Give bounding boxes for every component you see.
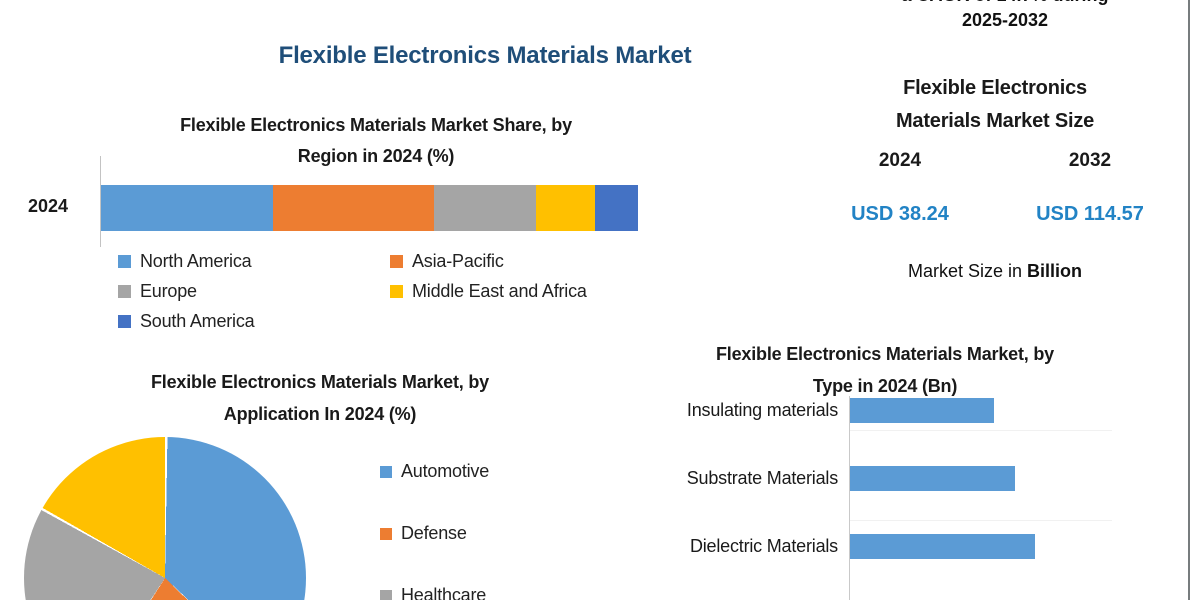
market-size-footnote-bold: Billion: [1027, 261, 1083, 281]
legend-item-north-america: North America: [118, 251, 390, 272]
region-chart-legend: North America Asia-Pacific Europe Middle Ea…: [118, 251, 678, 332]
legend-item-healthcare: Healthcare: [380, 585, 489, 600]
market-size-title-line1: Flexible Electronics: [903, 77, 1087, 99]
type-chart-category-label: Substrate Materials: [686, 468, 838, 488]
bar-segment-south-america: [595, 185, 638, 231]
legend-marker-south-america: [118, 315, 131, 328]
legend-item-asia-pacific: Asia-Pacific: [390, 251, 678, 272]
region-chart-title-line1: Flexible Electronics Materials Market Sh…: [180, 115, 572, 135]
market-size-end-year: 2032: [1068, 150, 1112, 171]
region-stacked-bar: [101, 185, 638, 231]
application-chart-title-line1: Flexible Electronics Materials Market, b…: [151, 372, 489, 392]
legend-label: Asia-Pacific: [412, 251, 504, 271]
legend-marker-healthcare: [380, 589, 392, 600]
type-chart-bar-insulating-materials: [850, 398, 994, 423]
cagr-note-line1: a CAGR of 14.7% during: [840, 0, 1170, 8]
legend-label: North America: [140, 251, 252, 271]
market-size-years-row: 2024 2032: [830, 150, 1160, 172]
market-size-footnote-regular: Market Size in: [907, 261, 1023, 281]
legend-label: Healthcare: [401, 585, 487, 600]
bar-segment-europe: [433, 185, 536, 231]
type-chart-title-line2: Type in 2024 (Bn): [812, 376, 958, 396]
application-pie-chart: [24, 437, 306, 600]
type-chart-gridline: [850, 520, 1112, 521]
market-size-footnote: Market Size in Billion: [830, 261, 1160, 282]
bar-segment-middle-east-and-africa: [535, 185, 596, 231]
type-chart-category-label: Insulating materials: [686, 400, 838, 420]
legend-label: Defense: [401, 523, 467, 543]
legend-item-defense: Defense: [380, 523, 489, 544]
legend-marker-middle-east-and-africa: [390, 285, 403, 298]
legend-label: Europe: [140, 281, 197, 301]
image-right-border: [1188, 0, 1190, 600]
legend-marker-asia-pacific: [390, 255, 403, 268]
type-chart-row-substrate-materials: Substrate Materials: [600, 466, 1160, 491]
legend-marker-europe: [118, 285, 131, 298]
type-chart-category-label: Dielectric Materials: [689, 536, 838, 556]
legend-item-middle-east-and-africa: Middle East and Africa: [390, 281, 678, 302]
market-size-title: Flexible Electronics Materials Market Si…: [830, 72, 1160, 138]
page-title: Flexible Electronics Materials Market: [278, 42, 692, 69]
region-chart-title: Flexible Electronics Materials Market Sh…: [70, 110, 682, 172]
type-bar-chart: Insulating materials Substrate Materials D…: [600, 398, 1160, 559]
application-chart-title-line2: Application In 2024 (%): [223, 404, 417, 424]
type-chart-gridline: [850, 430, 1112, 431]
legend-item-europe: Europe: [118, 281, 390, 302]
legend-marker-defense: [380, 527, 392, 540]
region-chart-category-label: 2024: [28, 196, 69, 216]
application-chart-legend: Automotive Defense Healthcare: [380, 461, 489, 600]
type-chart-row-insulating-materials: Insulating materials: [600, 398, 1160, 423]
market-size-end-value: USD 114.57: [1036, 203, 1144, 225]
legend-label: South America: [140, 311, 255, 331]
type-chart-bar-substrate-materials: [850, 466, 1015, 491]
cagr-note-line2: 2025-2032: [961, 10, 1049, 30]
legend-label: Middle East and Africa: [412, 281, 587, 301]
bar-segment-asia-pacific: [272, 185, 434, 231]
region-chart-title-line2: Region in 2024 (%): [297, 146, 455, 166]
type-chart-row-dielectric-materials: Dielectric Materials: [600, 534, 1160, 559]
application-chart-title: Flexible Electronics Materials Market, b…: [60, 366, 580, 430]
type-chart-y-axis-line: [849, 396, 850, 600]
legend-marker-automotive: [380, 465, 392, 478]
legend-label: Automotive: [401, 461, 490, 481]
legend-item-south-america: South America: [118, 311, 390, 332]
bar-segment-north-america: [101, 185, 273, 231]
cagr-note: a CAGR of 14.7% during 2025-2032: [840, 0, 1170, 33]
type-chart-bar-dielectric-materials: [850, 534, 1035, 559]
market-size-start-value: USD 38.24: [851, 203, 949, 225]
type-chart-title: Flexible Electronics Materials Market, b…: [610, 338, 1160, 402]
type-chart-title-line1: Flexible Electronics Materials Market, b…: [716, 344, 1054, 364]
market-size-title-line2: Materials Market Size: [895, 110, 1095, 132]
legend-marker-north-america: [118, 255, 131, 268]
market-size-values-row: USD 38.24 USD 114.57: [830, 203, 1160, 226]
legend-item-automotive: Automotive: [380, 461, 489, 482]
market-size-start-year: 2024: [878, 150, 922, 171]
region-chart-y-axis-line: [100, 156, 101, 247]
